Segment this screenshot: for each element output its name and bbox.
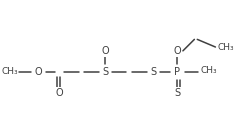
- Text: O: O: [35, 67, 42, 77]
- Text: CH₃: CH₃: [200, 66, 217, 75]
- Text: O: O: [102, 46, 109, 56]
- Text: S: S: [174, 88, 180, 98]
- Text: S: S: [102, 67, 108, 77]
- Text: CH₃: CH₃: [2, 67, 18, 76]
- Text: O: O: [173, 46, 181, 56]
- Text: P: P: [174, 67, 180, 77]
- Text: O: O: [56, 88, 63, 98]
- Text: CH₃: CH₃: [217, 44, 234, 53]
- Text: S: S: [150, 67, 156, 77]
